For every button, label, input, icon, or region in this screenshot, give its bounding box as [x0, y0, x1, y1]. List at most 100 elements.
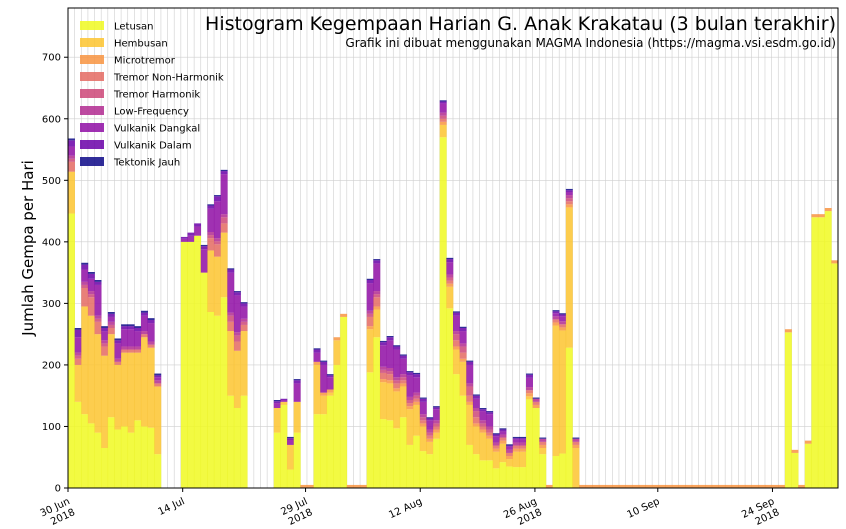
- bar-segment: [101, 340, 109, 344]
- bar-segment: [466, 360, 474, 362]
- bar-segment: [559, 313, 567, 315]
- bar-segment: [506, 456, 514, 460]
- chart-title: Histogram Kegempaan Harian G. Anak Kraka…: [205, 13, 836, 35]
- bar-segment: [526, 373, 533, 375]
- bar-segment: [512, 448, 520, 452]
- bar-segment: [406, 403, 414, 407]
- bar-segment: [413, 435, 421, 488]
- bar-segment: [81, 269, 89, 282]
- bar-segment: [599, 484, 606, 488]
- bar-segment: [711, 484, 719, 488]
- bar-segment: [74, 328, 82, 330]
- bar-segment: [446, 286, 454, 309]
- bar-segment: [439, 100, 447, 102]
- bar-segment: [831, 263, 839, 488]
- bar-segment: [539, 437, 547, 439]
- bar-segment: [127, 349, 135, 353]
- bar-segment: [446, 262, 454, 275]
- bar-segment: [74, 329, 82, 338]
- bar-segment: [68, 171, 75, 214]
- bar-segment: [287, 469, 294, 488]
- bar-segment: [87, 273, 95, 279]
- bar-segment: [426, 441, 434, 455]
- bar-segment: [373, 260, 381, 264]
- bar-segment: [233, 292, 241, 296]
- bar-segment: [386, 420, 394, 488]
- bar-segment: [333, 337, 341, 341]
- bar-segment: [413, 372, 421, 375]
- bar-segment: [479, 432, 487, 461]
- bar-segment: [233, 350, 241, 408]
- bar-segment: [492, 434, 500, 437]
- bar-segment: [214, 195, 221, 197]
- bar-segment: [419, 417, 427, 421]
- bar-segment: [127, 326, 135, 330]
- bar-segment: [134, 420, 142, 488]
- bar-segment: [572, 444, 580, 448]
- bar-segment: [114, 340, 122, 344]
- bar-segment: [512, 436, 520, 439]
- bar-segment: [74, 401, 82, 488]
- bar-segment: [154, 380, 162, 384]
- bar-segment: [406, 400, 414, 404]
- bar-segment: [685, 484, 693, 488]
- bar-segment: [532, 408, 540, 488]
- bar-segment: [399, 417, 407, 488]
- bar-segment: [745, 484, 753, 488]
- y-tick-label: 700: [42, 53, 61, 64]
- bar-segment: [818, 217, 826, 489]
- bar-segment: [433, 426, 441, 430]
- legend-swatch: [80, 72, 104, 81]
- bar-segment: [459, 395, 467, 488]
- bar-segment: [313, 349, 321, 353]
- bar-segment: [107, 334, 115, 418]
- bar-segment: [446, 259, 454, 263]
- bar-segment: [453, 331, 460, 335]
- bar-segment: [386, 368, 394, 372]
- bar-segment: [446, 280, 454, 284]
- y-tick-label: 400: [42, 237, 61, 248]
- bar-segment: [492, 436, 500, 443]
- bar-segment: [379, 382, 387, 420]
- bar-segment: [459, 352, 467, 359]
- bar-segment: [472, 417, 480, 424]
- bar-segment: [526, 396, 533, 400]
- bar-segment: [419, 397, 427, 399]
- bar-segment: [366, 329, 374, 373]
- legend-label: Tremor Non-Harmonik: [113, 73, 224, 84]
- bar-segment: [572, 438, 580, 442]
- bar-segment: [472, 423, 480, 427]
- bar-segment: [107, 316, 115, 322]
- bar-segment: [313, 348, 321, 350]
- bar-segment: [320, 361, 328, 365]
- bar-segment: [791, 452, 799, 488]
- bar-segment: [565, 195, 573, 199]
- bar-segment: [214, 315, 221, 488]
- bar-segment: [393, 345, 401, 347]
- bar-segment: [233, 291, 241, 293]
- bar-segment: [233, 335, 241, 342]
- bar-segment: [413, 377, 421, 393]
- bar-segment: [287, 440, 294, 445]
- bar-segment: [194, 226, 202, 236]
- bar-segment: [87, 423, 95, 488]
- bar-segment: [439, 137, 447, 489]
- bar-segment: [207, 232, 215, 236]
- bar-segment: [280, 398, 288, 400]
- bar-segment: [214, 238, 221, 242]
- bar-segment: [141, 334, 148, 338]
- bar-segment: [207, 208, 215, 232]
- bar-segment: [207, 312, 215, 488]
- bar-segment: [121, 426, 129, 488]
- bar-segment: [81, 288, 89, 307]
- bar-segment: [107, 321, 115, 325]
- bar-segment: [87, 291, 95, 295]
- bar-segment: [207, 250, 215, 312]
- bar-segment: [433, 423, 441, 427]
- bar-segment: [147, 347, 155, 428]
- bar-segment: [154, 375, 162, 378]
- bar-segment: [227, 312, 235, 316]
- bar-segment: [526, 377, 533, 388]
- bar-segment: [326, 377, 334, 390]
- bar-segment: [665, 484, 673, 488]
